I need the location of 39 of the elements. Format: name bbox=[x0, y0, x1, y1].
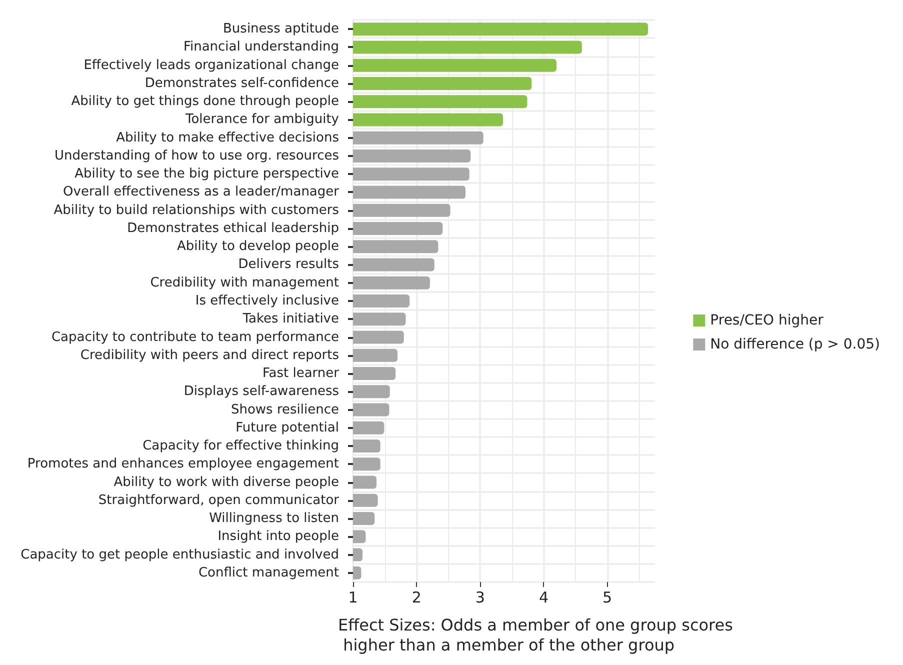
y-tick-label: Ability to develop people bbox=[176, 239, 339, 254]
y-tick-label: Capacity to contribute to team performance bbox=[51, 330, 339, 345]
y-tick-label: Takes initiative bbox=[242, 312, 339, 327]
y-tick-label: Demonstrates self-confidence bbox=[144, 76, 339, 91]
y-tick-label: Ability to make effective decisions bbox=[116, 130, 340, 146]
y-tick-label: Conflict management bbox=[198, 565, 339, 580]
y-tick-label: Future potential bbox=[236, 420, 339, 436]
y-tick-label: Promotes and enhances employee engagement bbox=[27, 456, 339, 472]
x-tick-label: 1 bbox=[348, 588, 358, 606]
x-tick-label: 2 bbox=[412, 588, 422, 606]
y-tick-label: Credibility with peers and direct reports bbox=[80, 348, 340, 363]
x-tick-label: 4 bbox=[538, 588, 549, 606]
y-tick-label: Fast learner bbox=[262, 366, 340, 382]
legend-label: Pres/CEO higher bbox=[710, 312, 824, 328]
x-tick-label: 3 bbox=[475, 588, 485, 606]
y-tick-label: Credibility with management bbox=[150, 275, 339, 290]
y-tick-label: Ability to work with diverse people bbox=[114, 474, 339, 490]
y-tick-label: Financial understanding bbox=[183, 40, 339, 55]
y-tick-label: Effectively leads organizational change bbox=[84, 58, 339, 73]
x-axis-title: Effect Sizes: Odds a member of one group scores higher than a member of the other group bbox=[338, 616, 733, 654]
legend-label: No difference (p > 0.05) bbox=[710, 336, 880, 352]
y-tick-label: Overall effectiveness as a leader/manager bbox=[63, 184, 340, 200]
y-tick-label: Tolerance for ambiguity bbox=[184, 112, 340, 128]
y-tick-label: Willingness to listen bbox=[209, 511, 339, 526]
y-tick-label: Shows resilience bbox=[230, 402, 339, 418]
y-tick-label: Straightforward, open communicator bbox=[98, 492, 340, 508]
y-tick-label: Ability to get things done through people bbox=[71, 94, 339, 110]
y-tick-label: Ability to see the big picture perspective bbox=[74, 166, 339, 182]
x-tick-label: 5 bbox=[602, 588, 612, 606]
y-tick-label: Business aptitude bbox=[223, 22, 339, 37]
y-tick-label: Displays self-awareness bbox=[184, 384, 340, 400]
y-tick-label: Capacity for effective thinking bbox=[142, 438, 339, 454]
y-tick-label: Insight into people bbox=[218, 529, 339, 544]
y-tick-label: Is effectively inclusive bbox=[195, 294, 339, 308]
y-tick-label: Understanding of how to use org. resources bbox=[54, 148, 340, 164]
y-tick-label: Ability to build relationships with customers bbox=[54, 202, 340, 218]
y-tick-label: Capacity to get people enthusiastic and involved bbox=[20, 547, 339, 562]
y-tick-label: Demonstrates ethical leadership bbox=[127, 220, 339, 236]
y-tick-label: Delivers results bbox=[238, 257, 340, 272]
